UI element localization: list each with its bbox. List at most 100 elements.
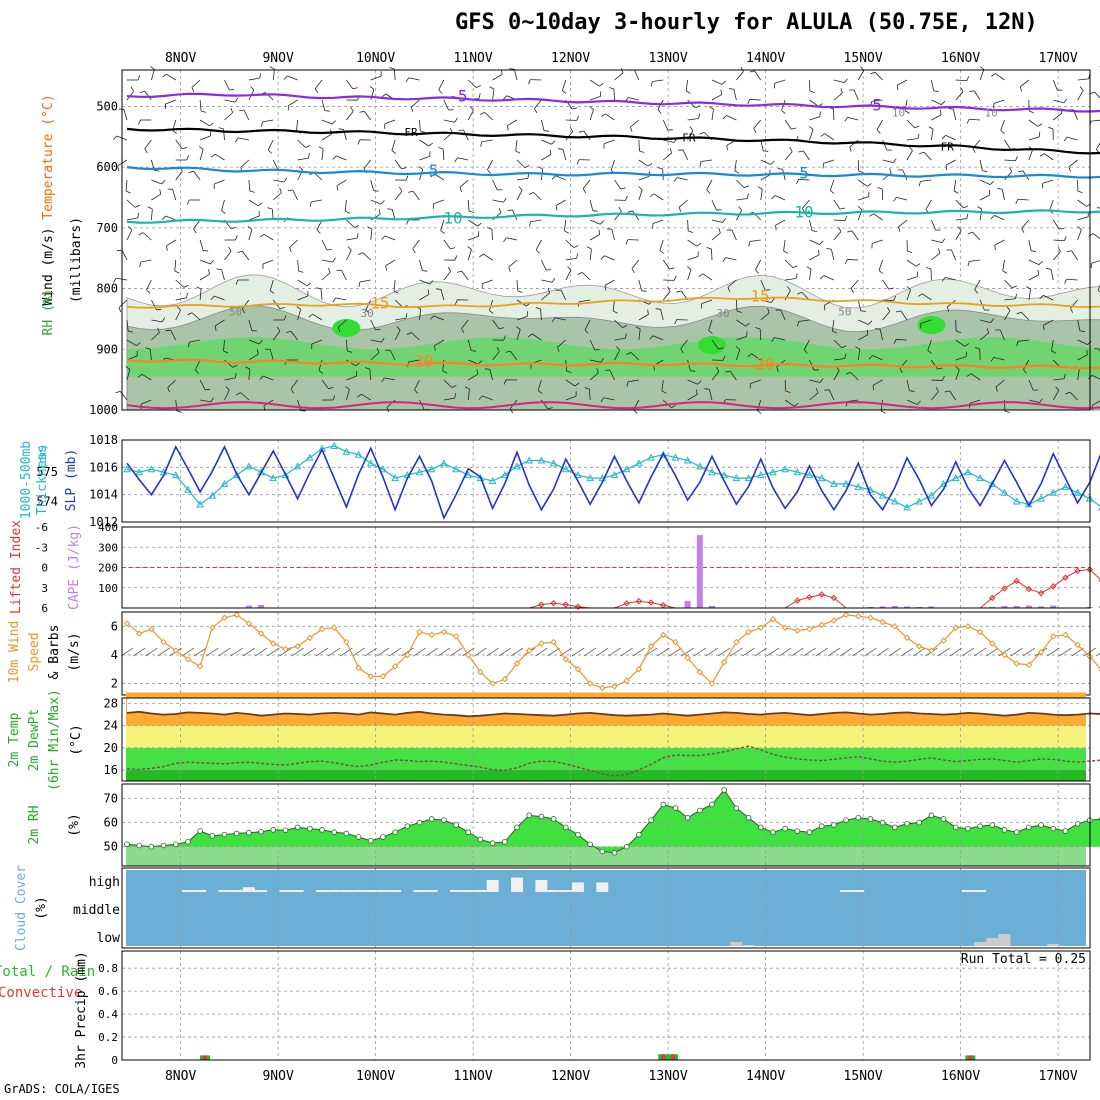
wind-barb xyxy=(199,119,210,127)
wind-barb xyxy=(888,287,894,290)
wind-barb-10m xyxy=(376,647,390,657)
wind-barb xyxy=(1097,290,1100,293)
wind-barb xyxy=(365,309,370,314)
wind-barb xyxy=(489,299,494,311)
wind-barb xyxy=(1077,216,1089,221)
wind-barb xyxy=(236,392,241,396)
wind-barb xyxy=(661,390,667,394)
wind-barb xyxy=(736,336,747,341)
cloud-high-bar xyxy=(425,890,438,892)
wind-barb xyxy=(491,228,494,241)
wind-barb xyxy=(316,287,322,290)
wind-barb-10m xyxy=(181,647,195,657)
wind-barb xyxy=(867,183,872,187)
wind-barb xyxy=(503,95,508,100)
wind-speed-point xyxy=(964,623,972,630)
wind-barb xyxy=(191,79,201,88)
rh-point xyxy=(879,819,886,826)
wind-barb xyxy=(262,119,274,123)
wind-barb xyxy=(527,333,533,338)
thickness-point xyxy=(245,462,253,470)
wind-barb xyxy=(358,281,361,287)
wind-barb xyxy=(126,319,129,331)
rh-point xyxy=(233,830,240,837)
wind-barb xyxy=(955,356,967,361)
wind-barb xyxy=(405,77,410,83)
wind-barb xyxy=(139,262,141,268)
wind-barb xyxy=(583,130,591,141)
wind-barb xyxy=(487,159,493,170)
wind-barb xyxy=(687,118,699,121)
wind-barb xyxy=(1095,142,1100,150)
wind-barb xyxy=(844,215,848,221)
wind-barb xyxy=(906,150,913,161)
cape-bar xyxy=(1038,606,1045,608)
wind-barb xyxy=(126,369,131,381)
wind-barb xyxy=(953,109,957,121)
thickness-point xyxy=(842,479,850,487)
wind-barb xyxy=(638,176,650,181)
wind-barb xyxy=(198,146,204,150)
wind-barb xyxy=(336,179,347,187)
wind-barb xyxy=(121,250,128,261)
rh-fill xyxy=(127,790,1100,853)
wind-barb xyxy=(760,159,771,165)
wind-barb xyxy=(601,113,606,118)
tick-label-rh: 50 xyxy=(104,840,118,854)
wind-barb xyxy=(670,405,676,409)
panel-cloud xyxy=(121,867,1091,949)
wind-barb xyxy=(240,392,250,401)
wind-barb xyxy=(1028,399,1040,404)
contour-label: 15 xyxy=(751,287,770,306)
wind-barb xyxy=(698,113,701,119)
wind-barb xyxy=(760,279,766,291)
wind-barb xyxy=(785,390,791,393)
wind-barb xyxy=(166,73,176,81)
cape-bar xyxy=(1013,605,1020,608)
wind-barb xyxy=(475,85,481,89)
wind-barb xyxy=(955,339,965,347)
wind-barb xyxy=(189,339,201,343)
wind-barb xyxy=(257,202,263,207)
wind-barb xyxy=(454,393,457,399)
cloud-high-bar xyxy=(840,890,853,892)
wind-barb xyxy=(262,259,274,265)
rh-point xyxy=(514,824,520,831)
wind-speed-point xyxy=(550,638,557,646)
wind-barb xyxy=(249,190,255,193)
wind-barb xyxy=(870,71,876,75)
wind-barb xyxy=(738,206,743,211)
wind-barb xyxy=(844,353,847,359)
wind-barb xyxy=(833,358,845,361)
wind-barb xyxy=(261,121,263,127)
wind-barb-10m xyxy=(632,647,646,657)
wind-barb xyxy=(945,165,948,171)
wind-barb xyxy=(630,352,640,361)
wind-barb xyxy=(1094,348,1100,350)
wind-barb-10m xyxy=(596,647,609,657)
wind-speed-point xyxy=(1062,631,1069,639)
wind-barb xyxy=(1079,86,1084,91)
wind-barb xyxy=(507,125,509,131)
wind-barb xyxy=(935,386,939,392)
wind-barb xyxy=(378,209,381,215)
wind-barb xyxy=(1077,226,1082,230)
date-label-bottom: 12NOV xyxy=(551,1069,590,1084)
wind-barb xyxy=(391,150,397,154)
wind-barb xyxy=(682,149,688,161)
wind-barb xyxy=(492,351,500,361)
wind-barb xyxy=(638,279,642,291)
wind-barb-10m xyxy=(242,647,256,657)
cloud-high-bar xyxy=(389,890,402,892)
wind-barb xyxy=(868,355,873,360)
wind-barb xyxy=(332,155,337,160)
wind-barb xyxy=(492,319,500,330)
rh-point xyxy=(282,827,289,834)
dewpt-line xyxy=(126,745,1100,777)
wind-barb xyxy=(1006,306,1011,311)
wind-barb-10m xyxy=(132,647,146,657)
wind-barb xyxy=(927,339,932,351)
wind-barb xyxy=(612,310,618,314)
wind-barb xyxy=(841,345,847,349)
wind-barb xyxy=(722,218,726,223)
